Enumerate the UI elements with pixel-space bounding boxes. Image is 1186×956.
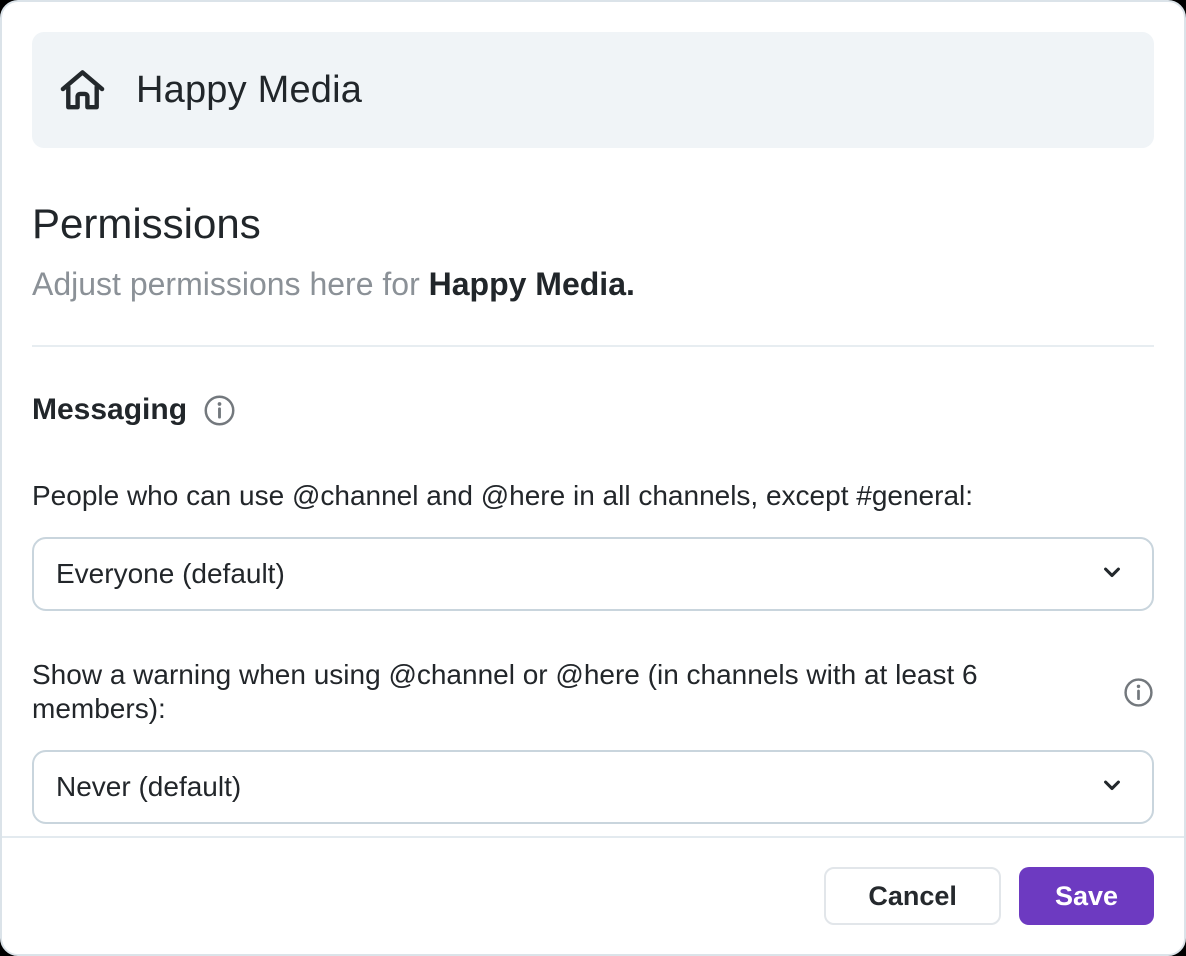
page-title: Permissions (32, 200, 261, 247)
workspace-header: Happy Media (32, 32, 1154, 148)
subtitle-workspace-name: Happy Media (428, 266, 626, 302)
info-icon[interactable] (203, 394, 236, 427)
info-icon[interactable] (1123, 677, 1154, 708)
channel-mentions-selected-value: Everyone (default) (56, 558, 285, 589)
channel-mentions-select[interactable]: Everyone (default) (32, 537, 1154, 611)
save-button[interactable]: Save (1018, 867, 1154, 925)
cancel-button[interactable]: Cancel (824, 867, 1001, 925)
messaging-section-header: Messaging (32, 393, 1154, 427)
chevron-down-icon (1098, 558, 1126, 591)
chevron-down-icon (1098, 771, 1126, 804)
channel-mentions-label-text: People who can use @channel and @here in… (32, 480, 974, 511)
section-divider (32, 345, 1154, 347)
subtitle-text: Adjust permissions here for (32, 266, 429, 302)
subtitle-period: . (625, 266, 635, 302)
dialog-footer: Cancel Save (2, 836, 1184, 954)
mention-warning-selected-value: Never (default) (56, 771, 242, 802)
mention-warning-select[interactable]: Never (default) (32, 750, 1154, 824)
home-icon (59, 67, 106, 114)
mention-warning-label: Show a warning when using @channel or @h… (32, 658, 1154, 726)
messaging-section-title: Messaging (32, 393, 188, 426)
channel-mentions-label: People who can use @channel and @here in… (32, 479, 1154, 513)
workspace-name: Happy Media (136, 68, 363, 111)
page-subtitle: Adjust permissions here for Happy Media. (32, 264, 1154, 304)
mention-warning-label-text: Show a warning when using @channel or @h… (32, 659, 978, 724)
